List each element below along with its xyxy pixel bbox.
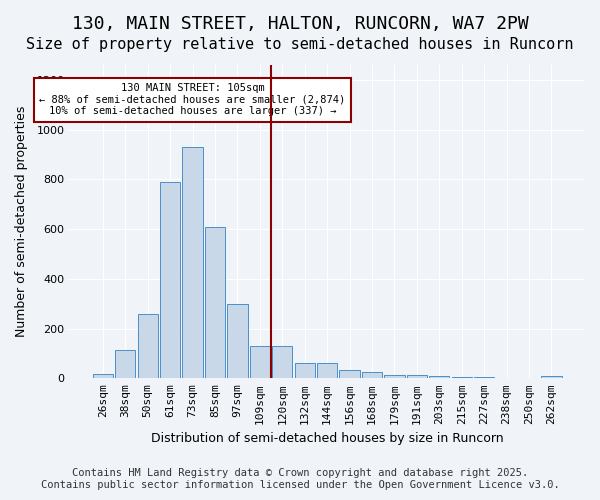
Text: Size of property relative to semi-detached houses in Runcorn: Size of property relative to semi-detach… (26, 38, 574, 52)
Bar (137, 314, 158, 378)
Bar (295, 363, 315, 378)
Bar (93, 374, 113, 378)
Bar (541, 376, 562, 378)
Bar (385, 376, 404, 378)
Bar (429, 376, 449, 378)
Bar (205, 227, 225, 378)
Bar (250, 346, 270, 378)
Bar (407, 376, 427, 378)
X-axis label: Distribution of semi-detached houses by size in Runcorn: Distribution of semi-detached houses by … (151, 432, 503, 445)
Bar (362, 372, 382, 378)
Bar (160, 182, 180, 378)
Y-axis label: Number of semi-detached properties: Number of semi-detached properties (15, 106, 28, 338)
Text: 130 MAIN STREET: 105sqm
← 88% of semi-detached houses are smaller (2,874)
10% of: 130 MAIN STREET: 105sqm ← 88% of semi-de… (40, 83, 346, 116)
Bar (340, 370, 359, 378)
Bar (317, 363, 337, 378)
Bar (182, 147, 203, 378)
Bar (115, 350, 136, 378)
Bar (227, 304, 248, 378)
Bar (452, 377, 472, 378)
Text: Contains HM Land Registry data © Crown copyright and database right 2025.
Contai: Contains HM Land Registry data © Crown c… (41, 468, 559, 490)
Bar (272, 346, 292, 378)
Text: 130, MAIN STREET, HALTON, RUNCORN, WA7 2PW: 130, MAIN STREET, HALTON, RUNCORN, WA7 2… (71, 15, 529, 33)
Bar (474, 377, 494, 378)
